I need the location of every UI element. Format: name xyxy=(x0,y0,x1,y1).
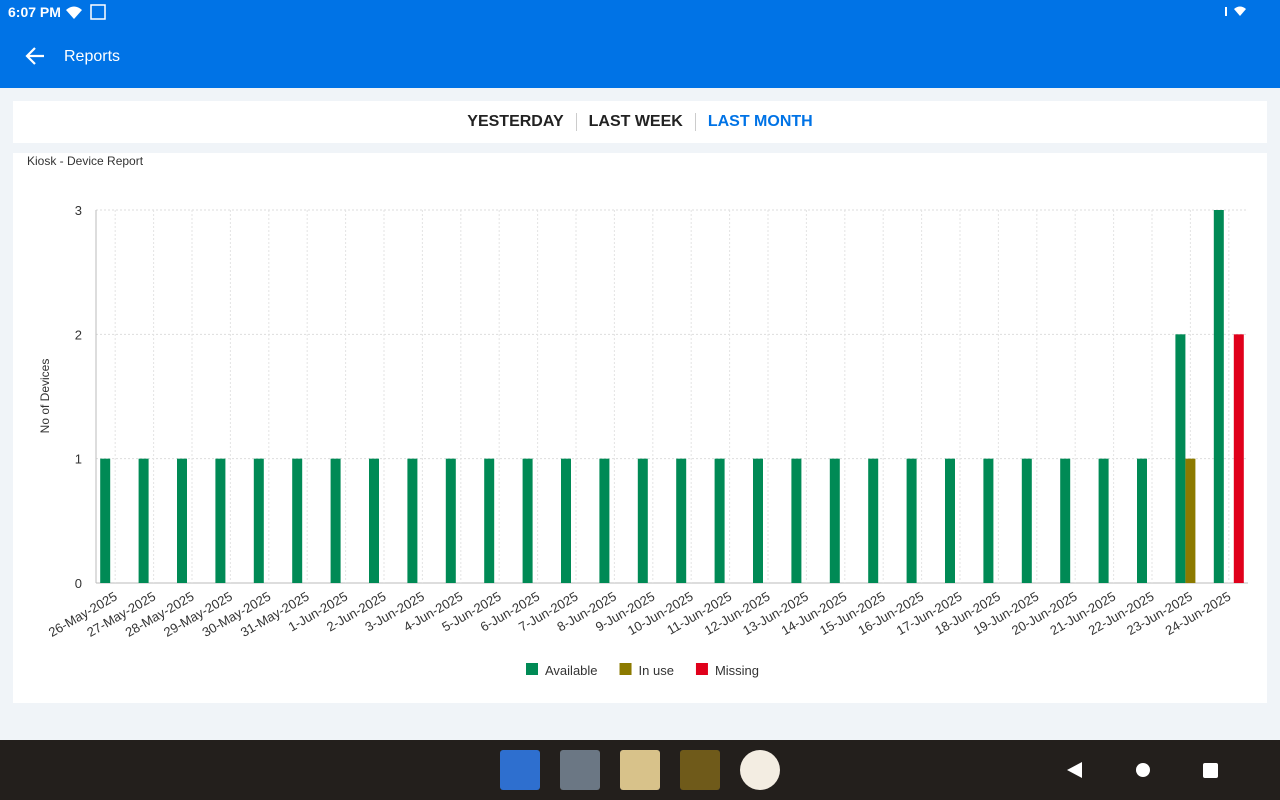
y-axis-label: No of Devices xyxy=(38,359,52,434)
bar xyxy=(292,458,303,583)
bar xyxy=(1021,458,1032,583)
legend-swatch xyxy=(526,663,538,675)
bar xyxy=(1137,458,1147,583)
y-tick-label: 3 xyxy=(75,203,82,218)
bar xyxy=(138,458,149,583)
tab[interactable]: YESTERDAY xyxy=(467,113,564,130)
app-icon[interactable] xyxy=(560,750,600,790)
home-key[interactable] xyxy=(1136,763,1150,777)
system-buttons xyxy=(1067,762,1218,778)
tab[interactable]: LAST WEEK xyxy=(575,113,695,131)
bar xyxy=(1185,458,1196,583)
app-icon[interactable] xyxy=(680,750,720,790)
legend-swatch xyxy=(695,663,708,675)
bar xyxy=(484,458,495,583)
bar xyxy=(1060,458,1071,583)
bar xyxy=(215,458,226,583)
chart-title: Kiosk - Device Report xyxy=(27,154,144,168)
bar xyxy=(1175,334,1186,583)
app-icon[interactable] xyxy=(500,750,540,790)
bar xyxy=(753,458,763,583)
bar xyxy=(407,458,418,583)
bar xyxy=(714,458,725,583)
bar xyxy=(330,458,341,583)
bar xyxy=(253,458,264,583)
bar xyxy=(1233,334,1244,583)
status-icons xyxy=(66,4,106,20)
bar xyxy=(945,458,955,583)
bar xyxy=(983,458,994,583)
app-icon[interactable] xyxy=(620,750,660,790)
legend-swatch xyxy=(619,663,632,675)
bar xyxy=(1213,210,1224,583)
bar xyxy=(1098,458,1109,583)
bar xyxy=(906,458,917,583)
bar xyxy=(100,458,111,583)
back-button[interactable] xyxy=(24,45,48,67)
bar xyxy=(561,458,571,583)
bar xyxy=(829,458,840,583)
nav-bar xyxy=(0,740,1280,800)
y-tick-label: 0 xyxy=(75,576,82,591)
app-bar: 6:07 PM Reports xyxy=(0,0,1280,88)
app-drawer[interactable] xyxy=(740,750,780,790)
legend-label: Missing xyxy=(715,663,759,678)
y-tick-label: 2 xyxy=(75,327,82,342)
bar xyxy=(791,458,802,583)
bar xyxy=(599,458,610,583)
chart-card: Kiosk - Device Report No of Devices 0 1 2 3 26… xyxy=(13,153,1267,703)
tab-bar: YESTERDAY LAST WEEK LAST MONTH xyxy=(13,101,1267,143)
tab[interactable]: LAST MONTH xyxy=(694,113,825,131)
bar xyxy=(522,458,533,583)
legend-label: Available xyxy=(545,663,598,678)
bar xyxy=(177,458,187,583)
back-key[interactable] xyxy=(1067,762,1082,778)
y-tick-label: 1 xyxy=(75,452,82,467)
legend-label: In use xyxy=(639,663,674,678)
bar xyxy=(868,458,879,583)
bar xyxy=(369,458,379,583)
status-right-icons xyxy=(1225,6,1246,16)
bar xyxy=(445,458,456,583)
bar xyxy=(637,458,648,583)
bar xyxy=(676,458,687,583)
header-title: Reports xyxy=(64,48,121,65)
status-time: 6:07 PM xyxy=(8,4,61,20)
recents-key[interactable] xyxy=(1203,763,1218,778)
